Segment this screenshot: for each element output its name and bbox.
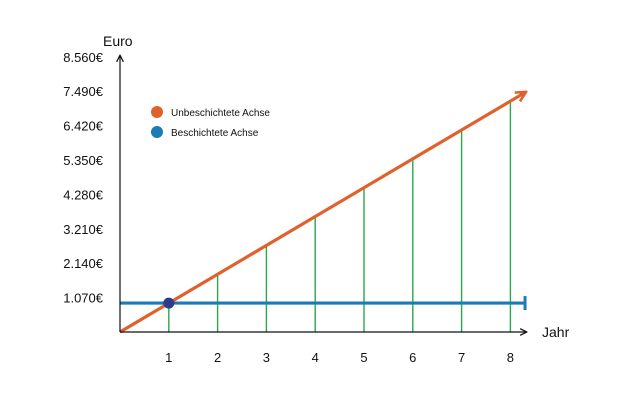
- x-tick-labels: 1 2 3 4 5 6 7 8: [165, 350, 514, 365]
- series-line-unbeschichtet: [119, 92, 525, 334]
- y-tick-label: 4.280€: [63, 187, 104, 202]
- series-lines: [119, 92, 525, 334]
- y-tick-label: 1.070€: [63, 291, 104, 306]
- legend-label-beschichtet: Beschichtete Achse: [171, 128, 259, 139]
- x-tick-label: 4: [312, 350, 319, 365]
- legend-marker-beschichtet: [151, 126, 163, 138]
- y-tick-label: 8.560€: [63, 50, 104, 65]
- y-tick-labels: 1.070€ 2.140€ 3.210€ 4.280€ 5.350€ 6.420€ 7.49…: [63, 50, 104, 306]
- x-axis-title: Jahr: [542, 324, 570, 340]
- x-tick-label: 7: [458, 350, 465, 365]
- break-even-layer: [163, 297, 175, 309]
- break-even-point: [163, 297, 175, 309]
- x-tick-label: 1: [165, 350, 172, 365]
- y-tick-label: 3.210€: [63, 222, 104, 237]
- y-tick-label: 6.420€: [63, 119, 104, 134]
- y-axis-title: Euro: [103, 33, 133, 49]
- y-tick-label: 7.490€: [63, 84, 104, 99]
- x-tick-label: 3: [263, 350, 270, 365]
- legend: Unbeschichtete Achse Beschichtete Achse: [151, 106, 270, 139]
- y-tick-label: 5.350€: [63, 153, 104, 168]
- legend-label-unbeschichtet: Unbeschichtete Achse: [171, 108, 270, 119]
- legend-marker-unbeschichtet: [151, 106, 163, 118]
- y-tick-label: 2.140€: [63, 256, 104, 271]
- x-tick-label: 8: [507, 350, 514, 365]
- x-tick-label: 6: [409, 350, 416, 365]
- x-tick-label: 2: [214, 350, 221, 365]
- x-tick-label: 5: [360, 350, 367, 365]
